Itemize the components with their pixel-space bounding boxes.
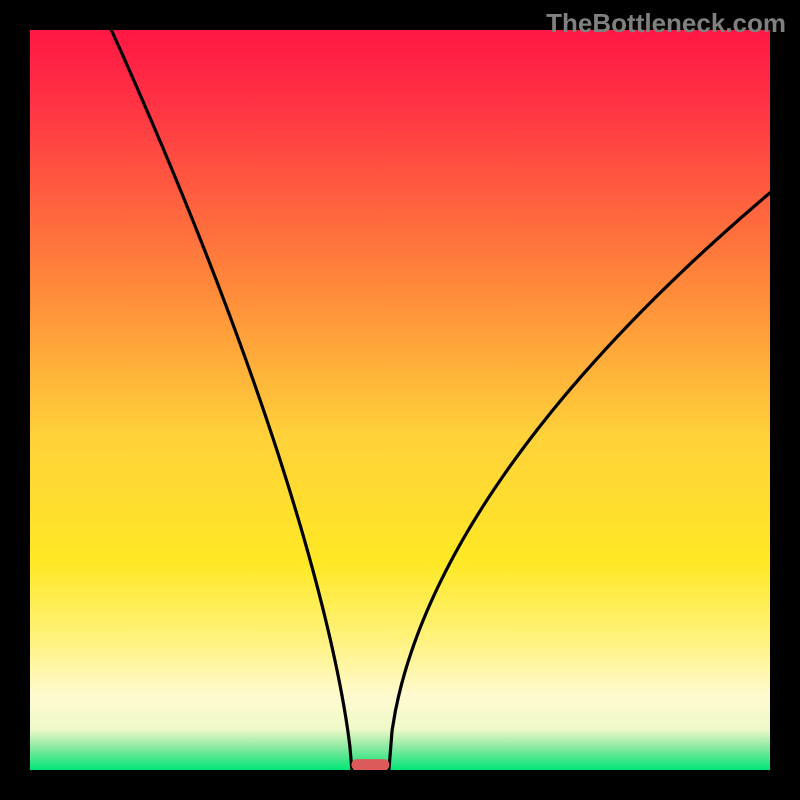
bottleneck-marker	[352, 760, 389, 770]
gradient-background	[30, 30, 770, 770]
watermark-text: TheBottleneck.com	[546, 8, 786, 39]
bottleneck-chart	[30, 30, 770, 770]
outer-frame: TheBottleneck.com	[0, 0, 800, 800]
plot-area	[30, 30, 770, 770]
